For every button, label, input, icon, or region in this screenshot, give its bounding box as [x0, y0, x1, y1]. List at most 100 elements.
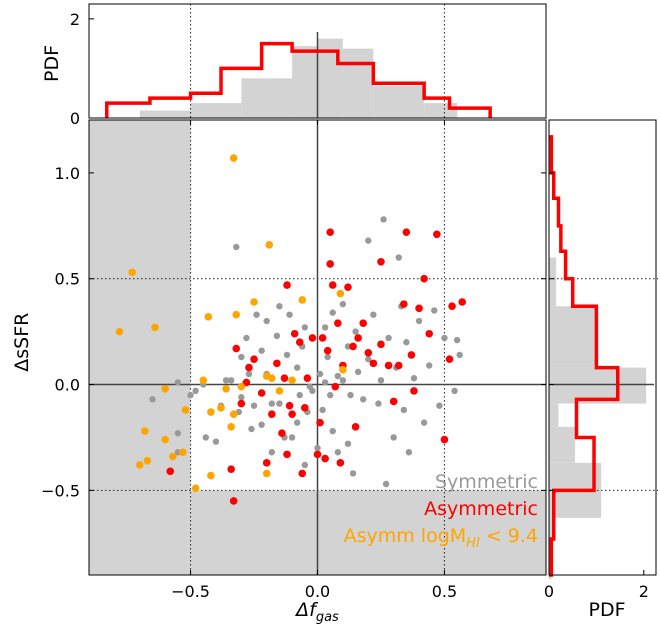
lowhi-point [217, 404, 225, 412]
asymmetric-point [407, 351, 416, 359]
asymmetric-point [316, 418, 324, 427]
asymmetric-point [290, 329, 299, 338]
asymmetric-point [364, 348, 373, 357]
asymmetric-point [402, 228, 411, 236]
lowhi-point [265, 241, 274, 249]
lowhi-point [227, 423, 235, 431]
symmetric-point [334, 372, 342, 380]
y-axis-label: ΔsSFR [11, 313, 33, 372]
asymmetric-point [440, 435, 449, 444]
symmetric-point [431, 307, 438, 314]
asymmetric-point [257, 389, 266, 397]
symmetric-point [415, 317, 423, 325]
asymmetric-point [166, 467, 175, 476]
asymmetric-point [334, 319, 342, 327]
shaded-region-left [89, 120, 191, 575]
symmetric-point [375, 400, 382, 407]
right-x-tick-label: 2 [639, 582, 649, 601]
asymmetric-point [410, 387, 418, 395]
symmetric-point [276, 400, 283, 407]
top-hist-symmetric-bar [342, 48, 374, 118]
legend-lowhi: Asymm logMHI < 9.4 [344, 525, 538, 551]
asymmetric-point [227, 465, 235, 473]
symmetric-point [441, 334, 448, 342]
right-hist-asymmetric-step [549, 135, 620, 577]
symmetric-point [451, 387, 458, 395]
asymmetric-point [331, 382, 340, 391]
right-x-tick-label: 0 [544, 582, 554, 601]
series-symmetric [149, 216, 463, 488]
asymmetric-point [359, 319, 368, 327]
asymmetric-point [326, 228, 334, 236]
symmetric-point [339, 377, 347, 384]
symmetric-point [352, 328, 359, 335]
lowhi-point [298, 296, 307, 304]
asymmetric-point [298, 469, 307, 478]
asymmetric-point [273, 359, 281, 368]
lowhi-point [207, 471, 215, 480]
symmetric-point [420, 419, 428, 426]
symmetric-point [339, 300, 347, 308]
asymmetric-point [445, 355, 454, 363]
symmetric-point [436, 402, 443, 409]
top-hist-symmetric-bar [373, 85, 425, 118]
asymmetric-point [295, 338, 304, 347]
lowhi-point [151, 323, 159, 332]
right-frame [548, 119, 657, 576]
lowhi-point [222, 384, 230, 393]
lowhi-point [229, 410, 238, 418]
asymmetric-point [344, 283, 352, 291]
symmetric-point [365, 237, 372, 244]
lowhi-point [181, 406, 190, 414]
top-histogram: 0 2 PDF [41, 3, 547, 128]
right-hist-symmetric-bar [549, 367, 647, 404]
asymmetric-point [250, 355, 258, 363]
lowhi-point [207, 408, 215, 416]
symmetric-point [344, 343, 352, 350]
symmetric-point [149, 396, 156, 403]
top-hist-asymmetric-step [105, 41, 492, 118]
lowhi-point [262, 469, 271, 478]
lowhi-point [135, 461, 144, 469]
y-tick-label: −0.5 [41, 481, 80, 500]
symmetric-point [253, 311, 260, 318]
asymmetric-point [351, 423, 360, 431]
x-axis-label: Δfgas [294, 599, 339, 625]
right-histogram: 0 2 PDF [544, 119, 658, 621]
symmetric-point [365, 355, 372, 363]
asymmetric-point [268, 410, 276, 418]
symmetric-point [309, 387, 316, 395]
y-tick-label: 0.5 [55, 270, 80, 289]
top-frame [88, 3, 547, 119]
lowhi-point [199, 376, 208, 385]
asymmetric-point [262, 459, 271, 467]
symmetric-point [385, 334, 392, 342]
asymmetric-point [308, 334, 317, 342]
right-hist-symmetric-bar [549, 426, 576, 463]
symmetric-point [301, 324, 309, 331]
symmetric-point [319, 406, 326, 414]
asymmetric-point [318, 334, 327, 342]
top-hist-symmetric-bar [139, 110, 191, 118]
symmetric-point [212, 438, 220, 445]
symmetric-point [273, 332, 281, 340]
asymmetric-point [420, 274, 428, 283]
symmetric-point [400, 406, 408, 414]
asymmetric-point [229, 497, 238, 505]
asymmetric-point [425, 329, 434, 338]
asymmetric-point [369, 359, 378, 368]
symmetric-point [174, 379, 182, 386]
asymmetric-point [288, 410, 296, 418]
lowhi-point [336, 289, 345, 298]
lowhi-point [168, 452, 177, 461]
asymmetric-point [458, 298, 467, 306]
symmetric-point [403, 339, 410, 346]
symmetric-point [263, 317, 270, 325]
symmetric-point [349, 470, 357, 477]
symmetric-point [321, 324, 329, 331]
top-hist-symmetric-bar [424, 103, 458, 118]
lowhi-point [179, 448, 187, 457]
asymmetric-point [278, 429, 286, 438]
top-hist-symmetric-bar [190, 103, 242, 118]
symmetric-point [192, 387, 199, 395]
